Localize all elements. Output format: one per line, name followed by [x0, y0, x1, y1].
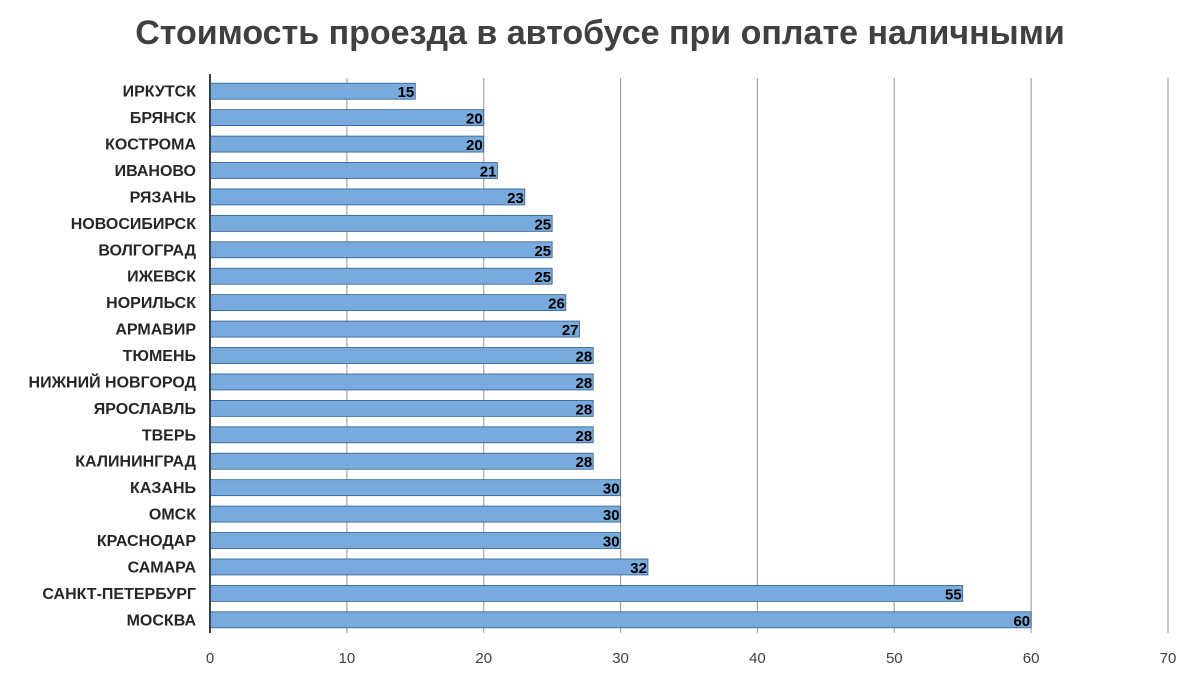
bar: [209, 135, 485, 153]
bar: [209, 399, 594, 417]
category-label: ОМСК: [149, 507, 196, 524]
data-label: 20: [466, 111, 483, 128]
category-label: КОСТРОМА: [105, 137, 196, 154]
category-label: БРЯНСК: [130, 110, 196, 127]
data-label: 60: [1013, 613, 1030, 630]
bar: [209, 162, 498, 179]
category-label: АРМАВИР: [115, 322, 196, 339]
category-label: НОВОСИБИРСК: [71, 216, 196, 233]
bar: [209, 611, 1032, 629]
category-label: НИЖНИЙ НОВГОРОД: [29, 372, 197, 391]
bar: [209, 426, 594, 444]
category-label: РЯЗАНЬ: [130, 189, 196, 206]
x-tick-label: 70: [1160, 650, 1177, 667]
category-label: САНКТ-ПЕТЕРБУРГ: [42, 586, 196, 603]
category-label: КРАСНОДАР: [97, 533, 196, 550]
data-label: 28: [576, 428, 593, 445]
x-tick-label: 0: [206, 650, 214, 667]
bar: [209, 347, 594, 364]
data-label: 25: [534, 216, 551, 233]
data-label: 27: [562, 322, 579, 339]
data-label: 30: [603, 507, 620, 524]
bar: [209, 584, 964, 602]
data-label: 21: [480, 164, 497, 181]
data-label: 25: [534, 243, 551, 260]
bar: [209, 505, 621, 523]
category-label: ИВАНОВО: [115, 163, 196, 180]
data-label: 28: [576, 349, 593, 366]
bar: [209, 188, 526, 206]
bar: [209, 109, 485, 127]
category-label: САМАРА: [128, 559, 197, 576]
data-label: 28: [576, 454, 593, 471]
bar: [209, 479, 621, 497]
category-label: КАЛИНИНГРАД: [75, 454, 196, 471]
category-label: ТВЕРЬ: [142, 427, 196, 444]
x-tick-label: 40: [749, 650, 766, 667]
data-label: 30: [603, 481, 620, 498]
data-label: 55: [945, 586, 962, 603]
data-label: 23: [507, 190, 524, 207]
data-label: 32: [630, 560, 647, 577]
category-label: НОРИЛЬСК: [106, 295, 196, 312]
x-tick-label: 10: [339, 650, 356, 667]
x-tick-label: 30: [612, 650, 629, 667]
category-label: ТЮМЕНЬ: [123, 348, 196, 365]
data-label: 20: [466, 137, 483, 154]
bar: [209, 82, 416, 100]
category-label: ИРКУТСК: [123, 84, 197, 101]
data-label: 15: [398, 84, 415, 101]
category-label: ЯРОСЛАВЛЬ: [94, 401, 196, 418]
category-label: ВОЛГОГРАД: [98, 242, 196, 259]
category-label: МОСКВА: [127, 612, 197, 629]
chart-title: Стоимость проезда в автобусе при оплате …: [135, 14, 1065, 52]
data-label: 30: [603, 534, 620, 551]
bar: [209, 558, 649, 576]
bar: [209, 267, 553, 285]
bar: [209, 532, 621, 549]
x-tick-label: 20: [475, 650, 492, 667]
bar: [209, 452, 594, 470]
x-tick-label: 60: [1023, 650, 1040, 667]
bar: [209, 373, 594, 391]
data-label: 28: [576, 401, 593, 418]
bar: [209, 214, 553, 232]
data-label: 25: [534, 269, 551, 286]
bar: [209, 320, 580, 338]
data-label: 28: [576, 375, 593, 392]
category-label: ИЖЕВСК: [127, 269, 196, 286]
bar: [209, 241, 553, 259]
category-label: КАЗАНЬ: [130, 480, 196, 497]
bar: [209, 294, 567, 312]
x-tick-label: 50: [886, 650, 903, 667]
data-label: 26: [548, 296, 565, 313]
